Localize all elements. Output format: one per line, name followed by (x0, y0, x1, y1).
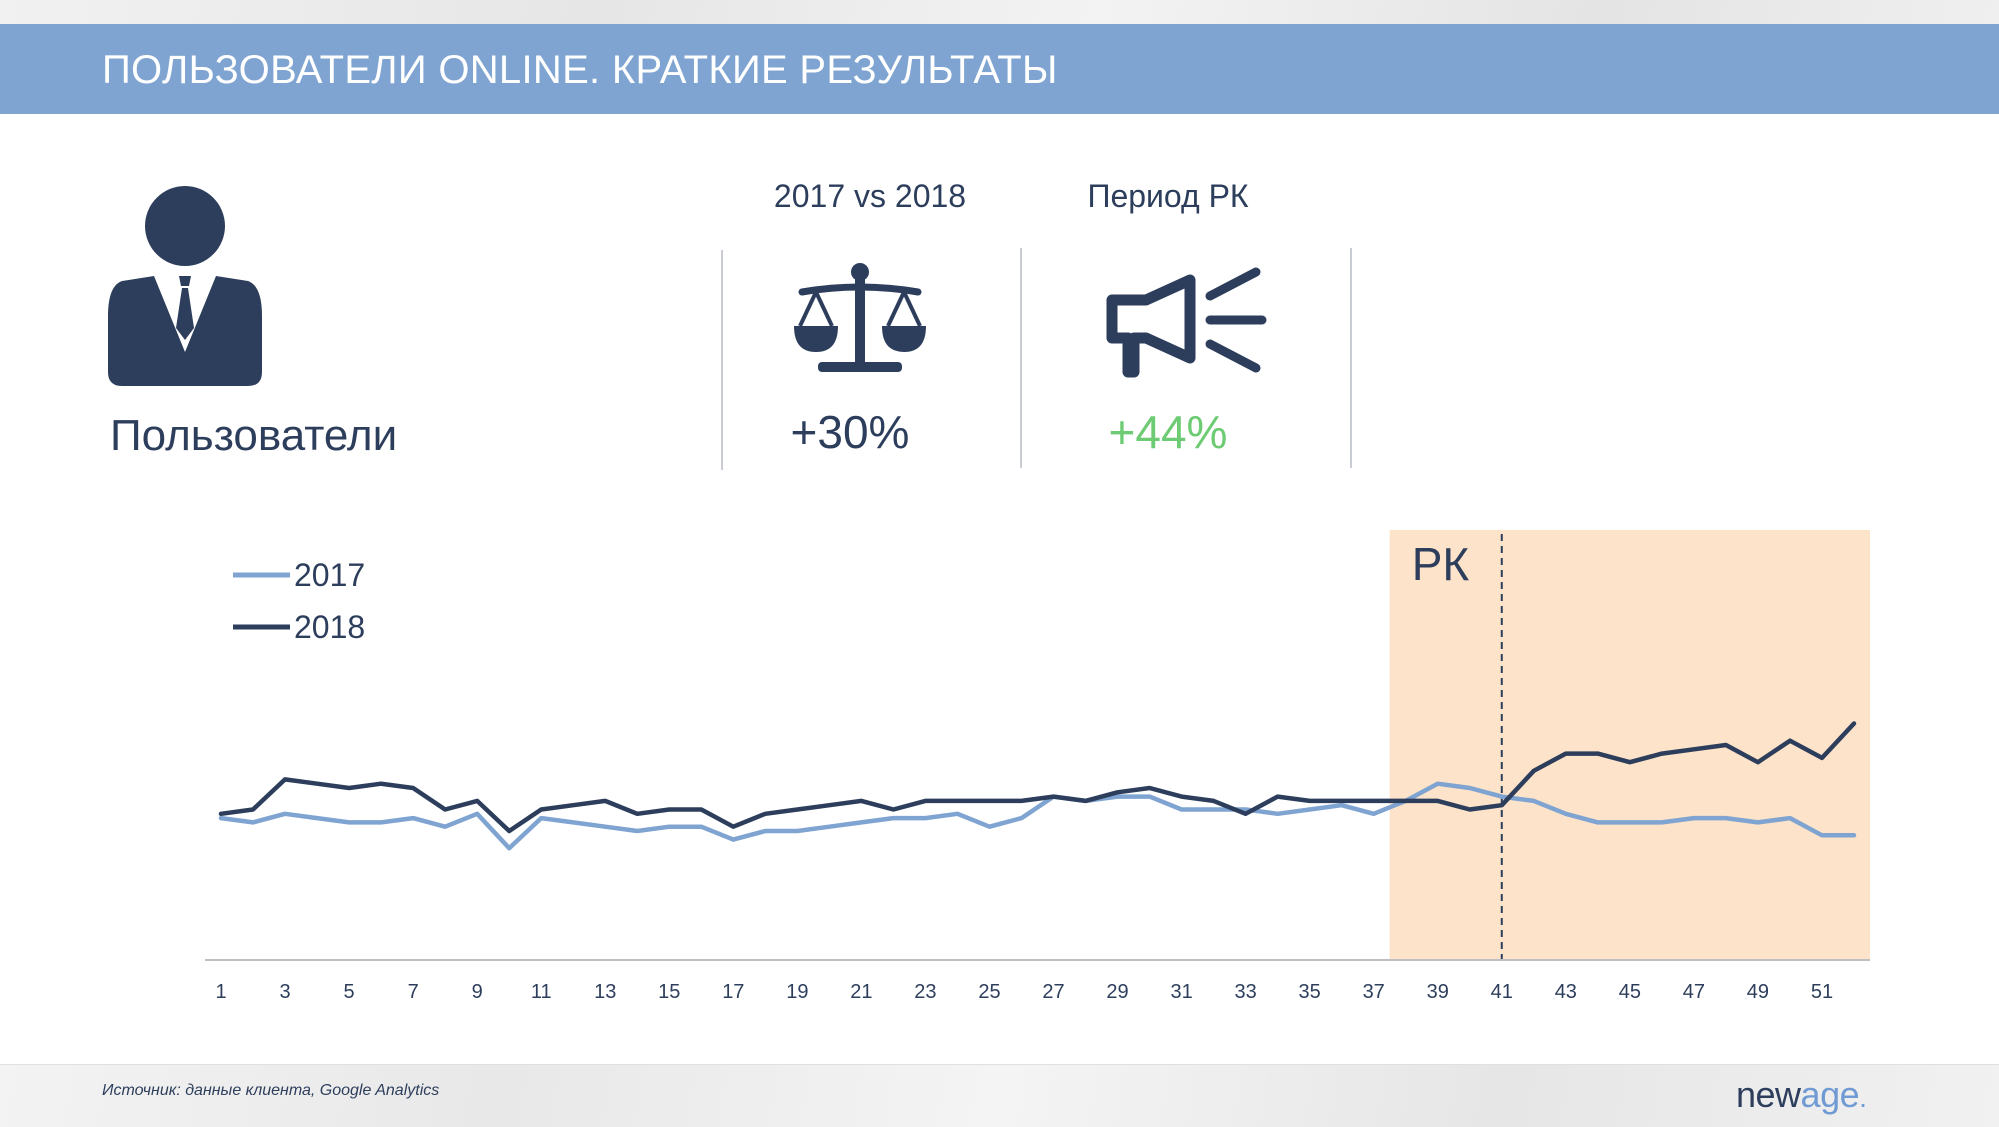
x-tick-label: 27 (1042, 981, 1064, 1003)
x-tick-label: 5 (344, 981, 355, 1003)
campaign-heading: Период РК (1087, 178, 1249, 214)
legend-label-2018: 2018 (294, 609, 365, 645)
x-tick-label: 45 (1619, 981, 1641, 1003)
x-tick-label: 31 (1170, 981, 1192, 1003)
x-tick-label: 17 (722, 981, 744, 1003)
series-line-2017 (218, 781, 1857, 851)
x-tick-label: 19 (786, 981, 808, 1003)
x-tick-label: 37 (1363, 981, 1385, 1003)
comparison-heading: 2017 vs 2018 (773, 178, 967, 214)
campaign-value: +44% (1108, 406, 1228, 458)
x-tick-label: 25 (978, 981, 1000, 1003)
header-bar (0, 24, 1999, 114)
footer-bar (0, 1064, 1999, 1127)
x-tick-label: 21 (850, 981, 872, 1003)
x-tick-label: 3 (279, 981, 290, 1003)
x-tick-label: 51 (1811, 981, 1833, 1003)
x-tick-label: 43 (1555, 981, 1577, 1003)
x-tick-label: 9 (472, 981, 483, 1003)
column-divider (1350, 248, 1352, 468)
comparison-value: +30% (790, 406, 910, 458)
top-decor-strip (0, 0, 1999, 24)
logo-dot: . (1859, 1082, 1867, 1113)
users-line-chart: РК1 3 5 7 9 11 13 15 17 19 21 23 25 27 29 31 33 35 37 39 41 4… (205, 530, 1870, 1003)
x-tick-label: 41 (1491, 981, 1513, 1003)
x-tick-label: 29 (1106, 981, 1128, 1003)
x-tick-label: 39 (1427, 981, 1449, 1003)
x-tick-label: 15 (658, 981, 680, 1003)
legend-label-2017: 2017 (294, 557, 365, 593)
users-metric-label: Пользователи (110, 411, 398, 460)
logo-part-new: new (1736, 1074, 1801, 1115)
x-tick-label: 47 (1683, 981, 1705, 1003)
logo-part-age: age (1800, 1074, 1860, 1115)
column-divider (1020, 248, 1022, 468)
x-tick-label: 35 (1299, 981, 1321, 1003)
x-tick-label: 49 (1747, 981, 1769, 1003)
x-tick-label: 11 (531, 981, 552, 1003)
brand-logo: newage. (1736, 1074, 1867, 1116)
x-tick-label: 23 (914, 981, 936, 1003)
x-tick-label: 7 (408, 981, 419, 1003)
x-tick-label: 33 (1235, 981, 1257, 1003)
x-tick-label: 1 (215, 981, 226, 1003)
user-businessman-icon (108, 186, 262, 386)
series-line-2018 (218, 721, 1857, 834)
campaign-period-label: РК (1412, 538, 1470, 590)
campaign-period-highlight (1389, 530, 1870, 960)
column-divider (721, 250, 723, 470)
megaphone-icon (1106, 267, 1267, 378)
page-title: ПОЛЬЗОВАТЕЛИ ONLINE. КРАТКИЕ РЕЗУЛЬТАТЫ (102, 48, 1058, 92)
x-tick-label: 13 (594, 981, 616, 1003)
source-note: Источник: данные клиента, Google Analyti… (102, 1082, 440, 1099)
scale-icon (794, 263, 926, 372)
